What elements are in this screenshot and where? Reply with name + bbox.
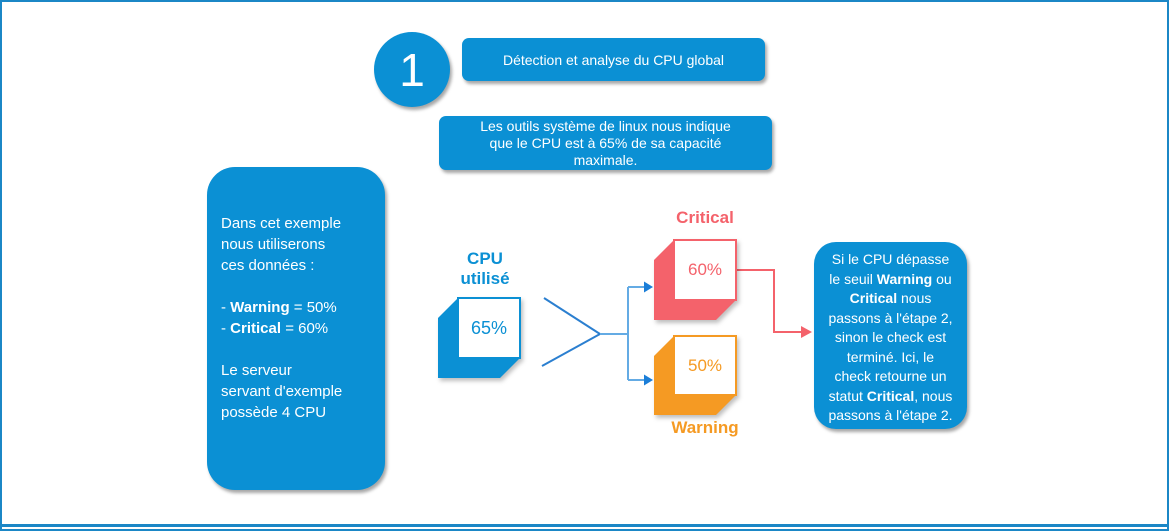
critical-threshold-value: 60%	[687, 260, 723, 279]
example-data-box: Dans cet exemple nous utiliserons ces donn…	[207, 167, 385, 490]
arrowhead-to-critical	[644, 281, 653, 293]
warning-threshold-value: 50%	[687, 355, 723, 375]
result-box: Si le CPU dépasse le seuil Warning ou Crit…	[814, 242, 967, 429]
step-title: Détection et analyse du CPU global	[502, 51, 725, 68]
intro-box: Les outils système de linux nous indique…	[439, 116, 772, 170]
cpu-used-value: 65%	[470, 317, 508, 338]
merge-connector-lines	[541, 297, 601, 367]
arrowhead-to-warning	[644, 374, 653, 386]
step-number-circle: 1	[374, 32, 450, 107]
bottom-border-bar	[2, 524, 1167, 527]
branch-connector	[600, 281, 653, 386]
critical-label: Critical	[676, 208, 734, 227]
critical-to-result-arrow	[735, 269, 812, 338]
intro-text: Les outils système de linux nous indique…	[480, 117, 731, 168]
step-title-box: Détection et analyse du CPU global	[462, 38, 765, 81]
cpu-used-label: CPU utilisé	[460, 249, 510, 288]
warning-label: Warning	[671, 418, 739, 437]
step-number: 1	[399, 43, 425, 96]
